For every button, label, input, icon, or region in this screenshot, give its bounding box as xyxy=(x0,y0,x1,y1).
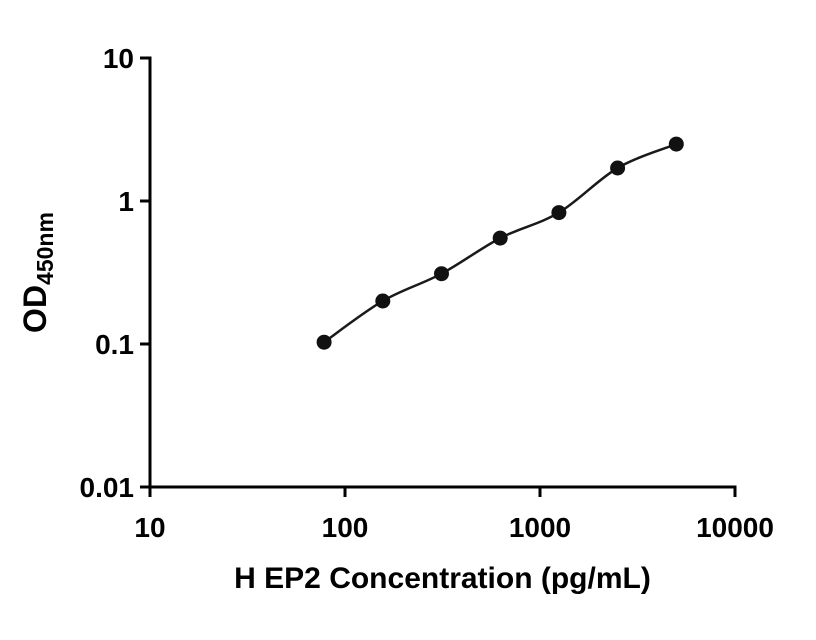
y-axis-title-main: OD xyxy=(17,285,53,333)
data-point xyxy=(610,160,626,176)
x-tick-label: 10000 xyxy=(696,512,774,543)
data-point xyxy=(434,266,449,282)
data-point xyxy=(492,230,508,246)
y-tick-label: 0.1 xyxy=(95,329,134,360)
y-tick-label: 1 xyxy=(118,186,134,217)
data-point xyxy=(551,205,567,221)
y-tick-label: 10 xyxy=(103,43,134,74)
y-axis-title-subscript: 450nm xyxy=(32,212,58,285)
data-point xyxy=(316,334,332,350)
x-axis-title: H EP2 Concentration (pg/mL) xyxy=(234,562,651,595)
data-point xyxy=(375,293,391,309)
x-tick-label: 10 xyxy=(134,512,165,543)
y-axis-title: OD450nm xyxy=(17,212,58,333)
x-tick-label: 100 xyxy=(322,512,369,543)
x-tick-label: 1000 xyxy=(509,512,571,543)
data-point xyxy=(668,136,684,152)
y-tick-label: 0.01 xyxy=(80,472,135,503)
